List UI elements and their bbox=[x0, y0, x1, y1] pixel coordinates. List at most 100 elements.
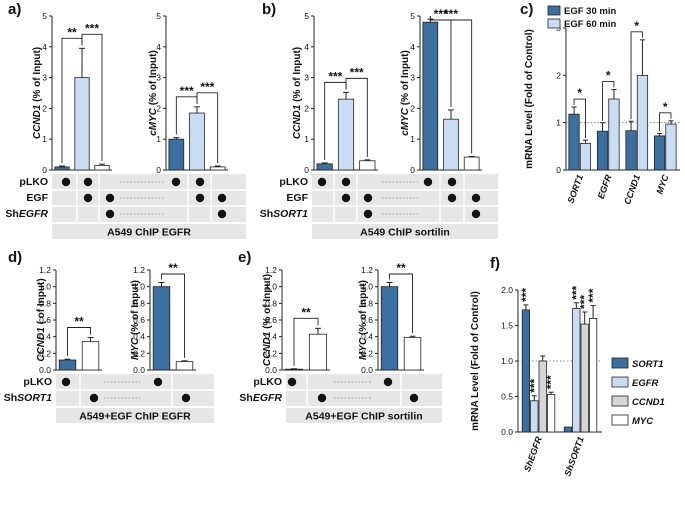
y-tick-label: 3 bbox=[304, 73, 309, 83]
significance-label: *** bbox=[350, 65, 364, 79]
panel-label: e) bbox=[238, 249, 251, 266]
y-tick-label: 0 bbox=[156, 165, 161, 175]
significance-bracket bbox=[630, 31, 643, 120]
y-tick-label: 0.4 bbox=[133, 332, 145, 342]
table-caption: A549 ChIP sortilin bbox=[360, 227, 450, 239]
bar-plko bbox=[422, 21, 439, 171]
y-axis-title-unit: (% of Input) bbox=[358, 280, 369, 338]
panel-label: a) bbox=[8, 1, 21, 18]
y-axis-title-unit: (% of Input) bbox=[32, 47, 43, 105]
condition-row-prefix: Sh bbox=[5, 208, 18, 220]
significance-bracket bbox=[345, 77, 368, 157]
bar-egf-30-min bbox=[625, 130, 637, 171]
y-tick-label: 1 bbox=[304, 134, 309, 144]
y-tick-label: 4 bbox=[304, 42, 309, 52]
bar-plko bbox=[152, 286, 171, 371]
legend-swatch bbox=[611, 395, 629, 407]
y-axis-title-gene: MYC bbox=[358, 337, 369, 360]
bar-egf-60-min bbox=[608, 98, 620, 171]
y-axis-title-unit: (% of Input) bbox=[262, 274, 273, 332]
bar-sort1 bbox=[563, 426, 573, 433]
y-tick-label: 1.0 bbox=[361, 282, 373, 292]
panel-label: f) bbox=[490, 255, 500, 272]
condition-row-label: ShSORT1 bbox=[4, 392, 52, 404]
y-tick-label: 2.0 bbox=[501, 285, 513, 295]
condition-dot bbox=[409, 393, 419, 403]
table-caption: A549+EGF ChIP EGFR bbox=[79, 411, 191, 423]
condition-dot bbox=[383, 377, 393, 387]
condition-row-label: pLKO bbox=[279, 176, 308, 188]
y-tick-label: 2 bbox=[556, 70, 561, 80]
condition-dot bbox=[341, 177, 351, 187]
condition-dot bbox=[195, 193, 205, 203]
legend-label: EGFR bbox=[632, 378, 659, 389]
condition-dot bbox=[153, 377, 163, 387]
condition-row-label: pLKO bbox=[253, 376, 282, 388]
y-tick-label: 0.0 bbox=[133, 365, 145, 375]
y-tick-label: 0.0 bbox=[361, 365, 373, 375]
y-tick-label: 3 bbox=[410, 73, 415, 83]
y-tick-label: 1 bbox=[410, 134, 415, 144]
y-tick-label: 1.2 bbox=[265, 265, 277, 275]
condition-dot bbox=[317, 177, 327, 187]
bar-shsort1 bbox=[463, 156, 480, 171]
condition-dot bbox=[181, 393, 191, 403]
y-axis-title-gene: CCND1 bbox=[262, 331, 273, 366]
significance-label: *** bbox=[569, 285, 583, 299]
x-category-label: CCND1 bbox=[622, 173, 642, 206]
y-tick-label: 5 bbox=[156, 11, 161, 21]
condition-dot bbox=[89, 393, 99, 403]
bar-plko bbox=[168, 138, 185, 171]
bar-plko bbox=[316, 163, 333, 171]
significance-label: ** bbox=[74, 315, 84, 329]
y-axis-title-unit: (% of Input) bbox=[400, 50, 411, 108]
bar-ccnd1 bbox=[580, 323, 589, 433]
significance-label: ** bbox=[301, 305, 311, 319]
condition-row-label: pLKO bbox=[23, 376, 52, 388]
x-category-label: ShEGFR bbox=[522, 435, 544, 473]
caption-bar bbox=[286, 408, 442, 423]
significance-label: *** bbox=[328, 69, 342, 83]
significance-label: *** bbox=[527, 378, 541, 392]
y-axis-title: CCND1 (% of Input) bbox=[292, 47, 303, 139]
y-tick-label: 0.2 bbox=[265, 348, 277, 358]
significance-label: *** bbox=[85, 21, 99, 35]
condition-dot bbox=[287, 377, 297, 387]
y-tick-label: 1.0 bbox=[501, 356, 513, 366]
x-category-label: ShSORT1 bbox=[562, 435, 586, 477]
y-tick-label: 1.0 bbox=[265, 282, 277, 292]
significance-label: ** bbox=[396, 261, 406, 275]
condition-row-gene: SORT1 bbox=[273, 208, 308, 220]
y-tick-label: 0.8 bbox=[39, 298, 51, 308]
significance-bracket bbox=[161, 273, 185, 358]
significance-bracket bbox=[389, 273, 413, 334]
y-tick-label: 3 bbox=[156, 73, 161, 83]
y-tick-label: 1.0 bbox=[133, 282, 145, 292]
significance-label: *** bbox=[519, 288, 533, 302]
y-axis-title-gene: CCND1 bbox=[292, 104, 303, 139]
y-tick-label: 2 bbox=[156, 103, 161, 113]
condition-dot bbox=[363, 193, 373, 203]
panel-label: c) bbox=[520, 1, 533, 18]
significance-label: *** bbox=[180, 84, 194, 98]
y-tick-label: 2 bbox=[410, 103, 415, 113]
bar-shsort1 bbox=[81, 341, 100, 371]
significance-label: *** bbox=[434, 7, 448, 21]
condition-dot bbox=[363, 209, 373, 219]
significance-label: *** bbox=[444, 7, 458, 21]
y-tick-label: 0.8 bbox=[133, 298, 145, 308]
legend-swatch bbox=[547, 5, 561, 16]
y-tick-label: 0 bbox=[410, 165, 415, 175]
condition-row-label: EGF bbox=[286, 192, 308, 204]
y-axis-title-gene: MYC bbox=[130, 337, 141, 360]
y-tick-label: 0.0 bbox=[265, 365, 277, 375]
condition-dot bbox=[447, 193, 457, 203]
bar-egf-30-min bbox=[568, 113, 580, 171]
x-category-label: MYC bbox=[654, 173, 670, 196]
condition-dot bbox=[195, 177, 205, 187]
y-axis-title-unit: (% of Input) bbox=[130, 280, 141, 338]
significance-label: *** bbox=[200, 80, 214, 94]
significance-label: *** bbox=[544, 375, 558, 389]
y-tick-label: 0.6 bbox=[39, 315, 51, 325]
